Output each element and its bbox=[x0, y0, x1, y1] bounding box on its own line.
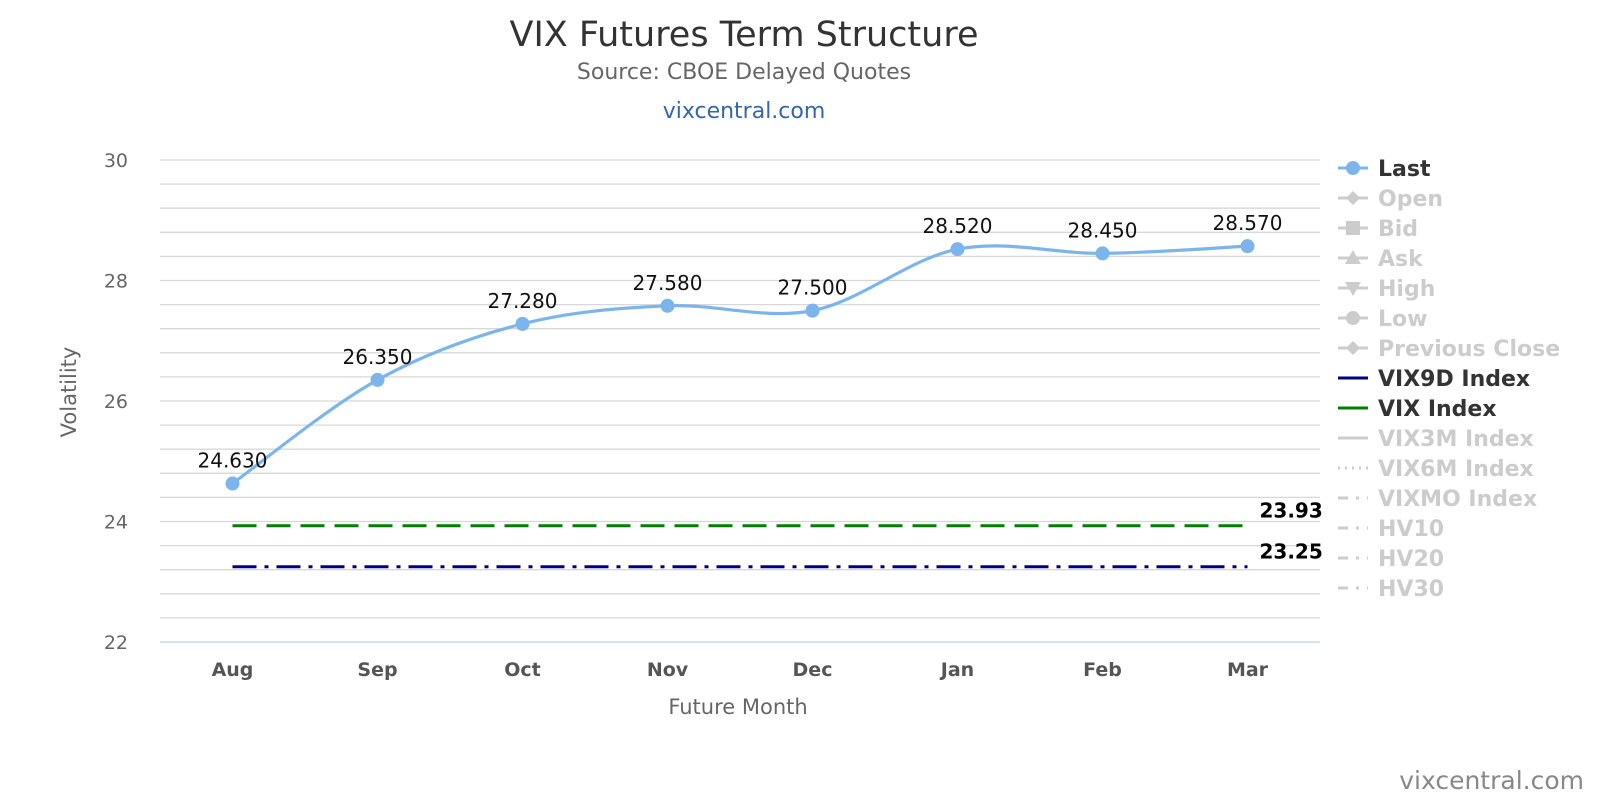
last-data-label: 28.570 bbox=[1213, 211, 1283, 235]
legend-item[interactable]: HV30 bbox=[1338, 577, 1444, 602]
y-axis-title: Volatility bbox=[57, 347, 81, 438]
legend-label: Previous Close bbox=[1378, 337, 1560, 362]
x-axis-ticks: Aug Sep Oct Nov Dec Jan Feb Mar bbox=[212, 659, 1269, 681]
legend-label: HV30 bbox=[1378, 577, 1444, 602]
last-data-point bbox=[805, 303, 820, 318]
last-data-point bbox=[1240, 239, 1255, 254]
legend-marker bbox=[1346, 221, 1360, 235]
x-tick-label: Mar bbox=[1227, 659, 1269, 681]
credits[interactable]: vixcentral.com bbox=[1399, 766, 1584, 795]
legend-item[interactable]: HV10 bbox=[1338, 517, 1444, 542]
y-tick-label: 26 bbox=[104, 391, 128, 413]
last-data-point bbox=[370, 372, 385, 387]
grid-lines bbox=[160, 159, 1320, 643]
last-data-point bbox=[225, 476, 240, 491]
legend-item[interactable]: Ask bbox=[1338, 247, 1424, 272]
legend[interactable]: Last Open Bid Ask High Low Previous Close VIX9D… bbox=[1338, 157, 1560, 602]
last-data-label: 28.520 bbox=[923, 214, 993, 238]
legend-item[interactable]: VIX9D Index bbox=[1338, 367, 1530, 392]
legend-label: High bbox=[1378, 277, 1435, 302]
legend-label: Low bbox=[1378, 307, 1427, 332]
legend-item[interactable]: Low bbox=[1338, 307, 1427, 332]
legend-marker bbox=[1345, 250, 1361, 264]
legend-item[interactable]: Bid bbox=[1338, 217, 1418, 242]
legend-label: Ask bbox=[1378, 247, 1424, 272]
last-data-label: 24.630 bbox=[198, 449, 268, 473]
legend-item[interactable]: VIXMO Index bbox=[1338, 487, 1537, 512]
vix-index-label: 23.93 bbox=[1260, 499, 1323, 523]
y-tick-label: 22 bbox=[104, 632, 128, 654]
legend-item[interactable]: High bbox=[1338, 277, 1435, 302]
legend-label: VIX Index bbox=[1378, 397, 1497, 422]
legend-label: HV20 bbox=[1378, 547, 1444, 572]
legend-item[interactable]: VIX6M Index bbox=[1338, 457, 1534, 482]
legend-label: Open bbox=[1378, 187, 1443, 212]
last-data-label: 28.450 bbox=[1068, 218, 1138, 242]
last-data-point bbox=[515, 316, 530, 331]
legend-item[interactable]: VIX Index bbox=[1338, 397, 1497, 422]
legend-label: HV10 bbox=[1378, 517, 1444, 542]
y-tick-label: 24 bbox=[104, 512, 128, 534]
legend-item[interactable]: Open bbox=[1338, 187, 1443, 212]
x-tick-label: Feb bbox=[1083, 659, 1122, 681]
legend-marker bbox=[1346, 161, 1360, 175]
legend-item[interactable]: HV20 bbox=[1338, 547, 1444, 572]
last-data-label: 27.580 bbox=[633, 271, 703, 295]
x-tick-label: Oct bbox=[504, 659, 541, 681]
chart-title: VIX Futures Term Structure bbox=[510, 15, 979, 55]
legend-item[interactable]: Last bbox=[1338, 157, 1431, 182]
y-axis-ticks: 22 24 26 28 30 bbox=[104, 150, 128, 654]
last-data-label: 26.350 bbox=[343, 345, 413, 369]
last-data-label: 27.500 bbox=[778, 276, 848, 300]
legend-marker bbox=[1346, 191, 1360, 205]
legend-label: VIX9D Index bbox=[1378, 367, 1530, 392]
legend-label: VIX3M Index bbox=[1378, 427, 1534, 452]
x-tick-label: Aug bbox=[212, 659, 254, 681]
legend-item[interactable]: Previous Close bbox=[1338, 337, 1560, 362]
last-data-point bbox=[950, 242, 965, 257]
legend-item[interactable]: VIX3M Index bbox=[1338, 427, 1534, 452]
series-layer: 23.93 23.25 24.630 26.350 27.280 27.580 27.500… bbox=[198, 211, 1323, 569]
x-axis-title: Future Month bbox=[668, 695, 807, 719]
legend-label: Last bbox=[1378, 157, 1431, 182]
last-series-line bbox=[231, 244, 1248, 485]
x-tick-label: Sep bbox=[357, 659, 397, 681]
x-tick-label: Dec bbox=[793, 659, 833, 681]
last-data-label: 27.280 bbox=[488, 289, 558, 313]
x-tick-label: Nov bbox=[647, 659, 689, 681]
legend-label: VIX6M Index bbox=[1378, 457, 1534, 482]
legend-label: Bid bbox=[1378, 217, 1418, 242]
last-data-point bbox=[660, 298, 675, 313]
vix9d-index-label: 23.25 bbox=[1260, 540, 1323, 564]
legend-marker bbox=[1346, 311, 1360, 325]
chart-subtitle: Source: CBOE Delayed Quotes bbox=[577, 60, 911, 85]
last-data-point bbox=[1095, 246, 1110, 261]
y-tick-label: 28 bbox=[104, 271, 128, 293]
x-tick-label: Jan bbox=[939, 659, 974, 681]
y-tick-label: 30 bbox=[104, 150, 128, 172]
legend-label: VIXMO Index bbox=[1378, 487, 1537, 512]
legend-marker bbox=[1345, 282, 1361, 296]
legend-marker bbox=[1346, 341, 1360, 355]
source-link[interactable]: vixcentral.com bbox=[663, 99, 826, 124]
